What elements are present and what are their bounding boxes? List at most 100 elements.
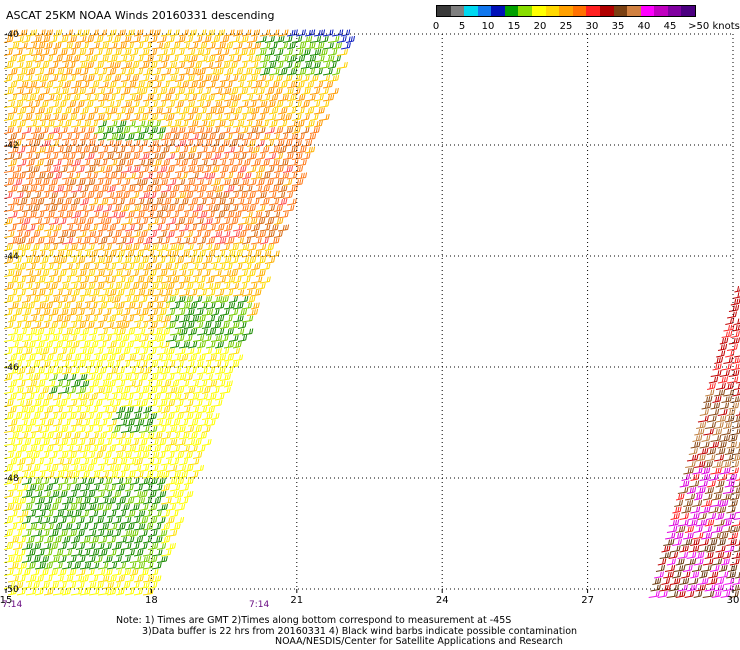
wind-barb [48,438,60,446]
wind-barb [714,389,726,397]
wind-barb [16,393,26,401]
wind-barb [286,94,297,102]
wind-barb [147,100,158,108]
wind-barb [7,107,18,115]
wind-barb [133,120,146,128]
wind-barb [151,458,162,466]
wind-barb [683,532,694,540]
wind-barb [52,497,62,505]
wind-barb [70,406,82,414]
wind-barb [129,503,140,511]
wind-barb [282,35,293,43]
wind-barb [160,250,172,258]
wind-barb [192,464,205,472]
wind-barb [25,315,38,323]
wind-barb [61,120,72,128]
wind-barb [160,432,172,440]
wind-barb [723,324,735,332]
wind-barb [57,256,68,264]
wind-barb [726,343,738,351]
wind-barb [228,152,240,160]
wind-barb [3,256,14,264]
wind-barb [693,558,704,566]
wind-barb [138,542,148,550]
wind-barb [174,126,186,134]
wind-barb [151,406,163,414]
wind-barb [706,545,716,553]
wind-barb [223,198,235,206]
wind-barb [178,406,191,414]
wind-barb [97,211,109,219]
wind-barb [30,178,42,186]
wind-barb [97,562,109,570]
wind-barb [187,367,197,375]
wind-barb [16,536,27,544]
wind-barb [237,74,247,82]
wind-barb [16,185,29,193]
wind-barb [111,399,121,407]
wind-barb [304,133,317,141]
wind-barb [183,308,195,316]
wind-barb [219,113,231,121]
legend-swatch [586,6,600,16]
wind-barb [250,302,260,310]
wind-barb [12,373,24,381]
wind-barb [214,107,225,115]
wind-barb [52,172,63,180]
wind-barb [169,367,182,375]
wind-barb [124,263,135,271]
wind-barb [129,100,140,108]
wind-barb [726,571,737,579]
wind-barb [93,295,106,303]
wind-barb [183,295,194,303]
wind-barb [111,386,123,394]
wind-barb [66,438,78,446]
wind-barb [79,302,91,310]
wind-barb [699,441,710,449]
wind-barb [717,441,727,449]
wind-barb [84,217,94,225]
wind-barb [34,94,45,102]
wind-barb [79,575,89,583]
wind-barb [156,100,167,108]
wind-barb [106,510,117,518]
wind-barb [133,146,144,154]
wind-barb [79,185,89,193]
wind-barb [70,185,83,193]
wind-barb [165,87,176,95]
wind-barb [88,341,99,349]
wind-barb [43,549,53,557]
wind-barb [165,425,178,433]
wind-barb [246,48,256,56]
wind-barb [241,211,253,219]
wind-barb [721,330,733,338]
wind-barb [692,467,703,475]
wind-barb [174,100,184,108]
wind-barb [160,315,172,323]
wind-barb [169,445,181,453]
wind-barb [291,35,303,43]
wind-barb [259,250,272,258]
wind-barb [214,146,225,154]
wind-barb [115,393,128,401]
wind-barb [174,425,186,433]
wind-barb [165,61,178,69]
wind-barb [688,480,700,488]
wind-barb [70,55,81,63]
wind-barb [12,74,24,82]
wind-barb [43,536,54,544]
wind-barb [111,503,121,511]
legend-color-bar [436,5,696,17]
wind-barb [729,493,740,501]
wind-barb [30,61,41,69]
wind-barb [7,341,19,349]
wind-barb [730,298,740,306]
wind-barb [282,178,293,186]
wind-barb [21,178,33,186]
wind-barb [93,321,104,329]
wind-barb [686,584,698,592]
wind-barb [219,321,230,329]
wind-barb [120,35,132,43]
wind-barb [106,445,116,453]
wind-barb [93,100,105,108]
